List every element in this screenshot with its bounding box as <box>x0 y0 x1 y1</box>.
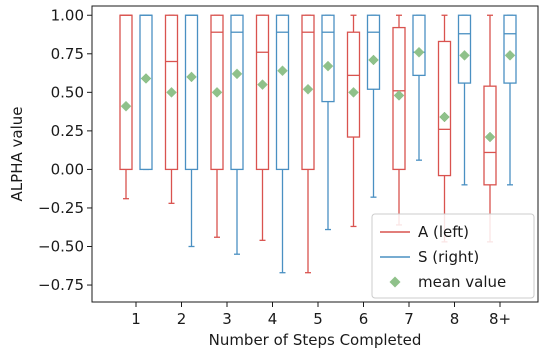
mean-marker-s-2 <box>186 71 197 83</box>
x-tick-label: 1 <box>131 310 141 328</box>
y-tick-label: 1.00 <box>51 6 84 24</box>
iqr-box <box>184 14 199 171</box>
x-tick-label: 5 <box>313 310 323 328</box>
box-a-6 <box>346 14 361 228</box>
mean-marker-a-6 <box>348 86 359 98</box>
mean-marker-s-8 <box>459 49 470 61</box>
legend-mean-marker <box>389 276 401 288</box>
y-tick-label: 0.00 <box>51 160 84 178</box>
legend-label-mean: mean value <box>418 273 506 291</box>
mean-marker-a-7 <box>393 90 405 101</box>
iqr-box <box>412 14 426 77</box>
y-tick-label: 0.25 <box>51 122 84 140</box>
y-tick-label: −0.50 <box>38 238 84 256</box>
legend: A (left) S (right) mean value <box>371 213 535 299</box>
mean-marker-a-1 <box>120 100 132 112</box>
x-tick-label: 6 <box>359 310 369 328</box>
box-s-3 <box>230 14 244 255</box>
axes: 1.00 0.75 0.50 0.25 0.00 −0.25 −0.50 −0.75 1 2 3 4 5… <box>38 6 511 328</box>
box-a-4 <box>255 14 270 241</box>
box-a-1 <box>119 14 133 200</box>
plot-frame <box>91 5 539 303</box>
iqr-box <box>119 14 133 171</box>
y-tick-label: 0.50 <box>51 83 84 101</box>
x-tick-label: 7 <box>404 310 414 328</box>
y-axis-label: ALPHA value <box>8 107 26 202</box>
y-tick-label: −0.25 <box>38 199 84 217</box>
iqr-box <box>275 14 290 171</box>
mean-marker-s-7 <box>413 46 425 58</box>
y-tick-label: −0.75 <box>38 276 84 294</box>
mean-marker-a-8+ <box>484 131 496 143</box>
legend-box <box>371 213 535 299</box>
mean-marker-s-8+ <box>504 49 516 61</box>
plot-area <box>119 14 517 274</box>
mean-marker-a-3 <box>211 86 223 98</box>
mean-marker-a-2 <box>166 86 177 98</box>
iqr-box <box>346 31 361 138</box>
x-tick-label: 8+ <box>489 310 511 328</box>
y-tick-label: 0.75 <box>51 45 84 63</box>
iqr-box <box>457 14 472 84</box>
box-s-7 <box>412 14 426 161</box>
iqr-box <box>321 14 335 103</box>
x-tick-label: 2 <box>177 310 187 328</box>
mean-marker-s-3 <box>231 68 243 80</box>
iqr-box <box>230 14 244 171</box>
iqr-box <box>503 14 517 84</box>
mean-marker-s-4 <box>277 65 288 77</box>
mean-marker-a-4 <box>257 79 268 90</box>
box-s-5 <box>321 14 335 231</box>
mean-marker-s-5 <box>322 60 334 72</box>
box-s-8 <box>457 14 472 186</box>
iqr-box <box>255 14 270 171</box>
x-tick-label: 4 <box>268 310 278 328</box>
iqr-box <box>139 14 153 171</box>
box-s-6 <box>366 14 381 198</box>
box-s-4 <box>275 14 290 274</box>
legend-label-a: A (left) <box>418 223 469 241</box>
x-tick-label: 3 <box>222 310 232 328</box>
mean-marker-s-6 <box>368 54 379 66</box>
box-s-8+ <box>503 14 517 186</box>
legend-label-s: S (right) <box>418 248 479 266</box>
x-tick-label: 8 <box>450 310 460 328</box>
mean-marker-s-1 <box>140 73 152 84</box>
iqr-box <box>437 40 452 177</box>
mean-marker-a-8 <box>439 111 450 123</box>
iqr-box <box>366 14 381 90</box>
box-s-2 <box>184 14 199 248</box>
mean-marker-a-5 <box>302 83 314 95</box>
box-s-1 <box>139 14 153 171</box>
x-axis-label: Number of Steps Completed <box>209 331 422 349</box>
